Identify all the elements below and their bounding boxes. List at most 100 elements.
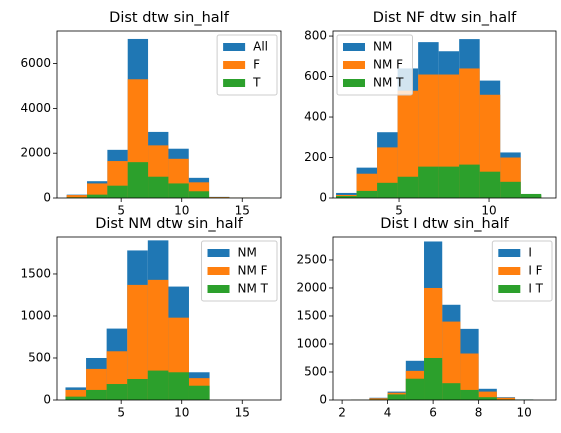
bar (442, 383, 461, 400)
y-tick-label: 400 (304, 110, 327, 124)
legend-swatch (223, 61, 246, 69)
bar (168, 372, 189, 400)
legend-swatch (343, 79, 365, 87)
legend-label: I T (528, 282, 543, 296)
legend-swatch (223, 43, 246, 51)
subplot: 2 4 6 8 10 0 500 1000 1500 2000 2500 Dist I dtw sin… (296, 216, 557, 420)
x-tick-label: 10 (174, 204, 189, 218)
subplot-title: Dist I dtw sin_half (380, 216, 509, 232)
bar (148, 176, 169, 198)
bar (86, 389, 107, 400)
bar (397, 176, 419, 198)
bar (478, 397, 497, 400)
legend-swatch (343, 61, 365, 69)
bar (496, 397, 516, 400)
x-tick-label: 5 (395, 204, 403, 218)
bar (66, 195, 88, 198)
bar (356, 190, 378, 198)
bar (479, 171, 501, 198)
bar (438, 166, 460, 198)
y-tick-label: 2500 (296, 252, 327, 266)
y-tick-label: 500 (28, 350, 51, 364)
y-tick-label: 4000 (20, 101, 51, 115)
legend-swatch (207, 249, 230, 257)
bar (127, 378, 148, 400)
x-tick-label: 10 (481, 204, 496, 218)
y-tick-label: 1500 (296, 308, 327, 322)
x-tick-label: 10 (174, 406, 189, 420)
x-tick-label: 15 (235, 204, 250, 218)
bar (106, 384, 128, 400)
bar (127, 162, 149, 198)
bar (397, 90, 419, 198)
bar (500, 181, 521, 198)
bar (459, 164, 480, 198)
legend-swatch (343, 43, 365, 51)
y-tick-label: 500 (304, 364, 327, 378)
legend-label: NM (373, 40, 392, 54)
legend-label: NM (238, 246, 257, 260)
y-tick-label: 0 (43, 191, 51, 205)
legend-swatch (498, 267, 521, 275)
y-tick-label: 2000 (20, 146, 51, 160)
bar (460, 353, 479, 400)
legend-swatch (207, 267, 230, 275)
legend-label: All (253, 40, 268, 54)
bar (369, 398, 388, 400)
legend-label: NM T (238, 282, 269, 296)
x-tick-label: 8 (475, 406, 483, 420)
bar (387, 394, 406, 400)
y-tick-label: 600 (304, 69, 327, 83)
y-tick-label: 6000 (20, 56, 51, 70)
y-tick-label: 2000 (296, 280, 327, 294)
bar (377, 182, 398, 198)
x-tick-label: 2 (338, 406, 346, 420)
bar (405, 378, 425, 400)
y-tick-label: 0 (319, 191, 327, 205)
y-tick-label: 200 (304, 150, 327, 164)
axes-frame (332, 236, 557, 401)
subplot-title: Dist NM dtw sin_half (95, 216, 243, 232)
bar (478, 391, 497, 400)
legend-swatch (498, 285, 521, 293)
y-tick-label: 0 (43, 393, 51, 407)
legend: NM NM F NM T (201, 240, 278, 302)
bar (442, 321, 461, 400)
x-tick-label: 5 (117, 204, 125, 218)
x-tick-label: 6 (429, 406, 437, 420)
bar (87, 194, 108, 198)
bar (168, 183, 189, 198)
bar (336, 195, 357, 198)
axes-frame (56, 30, 282, 199)
legend-label: NM F (373, 58, 403, 72)
legend-label: NM F (238, 264, 268, 278)
bar (520, 193, 542, 198)
bar (147, 279, 169, 400)
bar (418, 166, 439, 198)
legend: NM NM F NM T (336, 34, 413, 96)
legend-swatch (207, 285, 230, 293)
legend-swatch (223, 79, 246, 87)
bar (65, 389, 87, 400)
bar (188, 385, 210, 400)
legend-label: F (253, 58, 260, 72)
legend-label: NM T (373, 76, 404, 90)
x-tick-label: 15 (235, 406, 250, 420)
x-tick-label: 5 (117, 406, 125, 420)
subplot-title: Dist NF dtw sin_half (373, 10, 517, 26)
legend-label: T (252, 76, 261, 90)
y-tick-label: 1500 (20, 266, 51, 280)
legend-label: I F (528, 264, 542, 278)
bar (147, 370, 169, 400)
bar (87, 183, 108, 198)
x-tick-label: 10 (517, 406, 532, 420)
bar (127, 284, 148, 400)
legend: All FT (216, 34, 278, 96)
axes-frame (332, 30, 557, 199)
legend: I I F I T (491, 240, 553, 302)
bar (65, 396, 87, 400)
bar (424, 357, 443, 400)
